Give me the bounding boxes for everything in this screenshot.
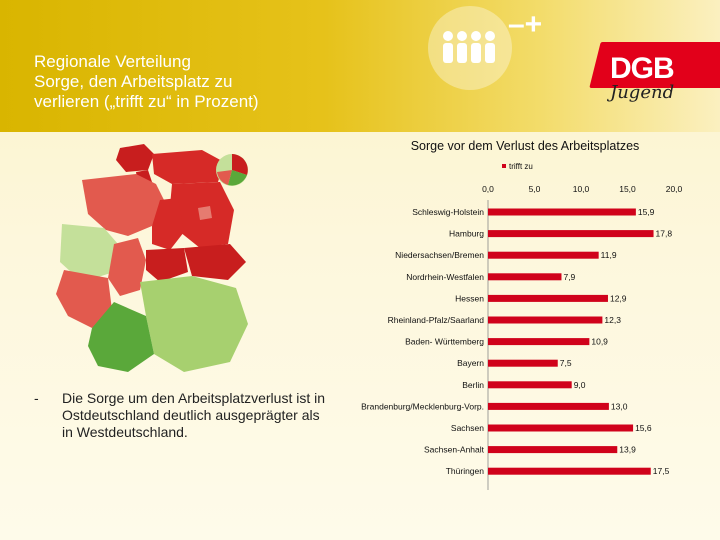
bar bbox=[488, 208, 636, 216]
title-line-1: Regionale Verteilung bbox=[34, 52, 191, 71]
map-region-sachsen-anhalt bbox=[152, 198, 184, 250]
bar bbox=[488, 424, 634, 432]
data-label: 11,9 bbox=[601, 250, 617, 260]
legend-label: trifft zu bbox=[509, 162, 533, 171]
data-label: 7,5 bbox=[560, 358, 572, 368]
data-label: 12,9 bbox=[610, 293, 627, 303]
map-region-bayern bbox=[140, 276, 248, 372]
brand-subtitle: Jugend bbox=[610, 82, 675, 103]
map-region-baden-wuerttemberg bbox=[88, 302, 154, 372]
x-tick-label: 20,0 bbox=[666, 184, 683, 194]
category-label: Rheinland-Pfalz/Saarland bbox=[388, 315, 485, 325]
category-label: Schleswig-Holstein bbox=[412, 207, 484, 217]
title-line-2: Sorge, den Arbeitsplatz zu bbox=[34, 72, 233, 91]
x-tick-label: 5,0 bbox=[529, 184, 541, 194]
minus-plus-icon: –+ bbox=[508, 8, 543, 41]
bar bbox=[488, 402, 609, 410]
chart-title: Sorge vor dem Verlust des Arbeitsplatzes bbox=[411, 139, 640, 153]
brand-logo: DGB bbox=[610, 52, 675, 85]
data-label: 13,9 bbox=[619, 445, 636, 455]
map-pie-icon bbox=[216, 154, 248, 186]
category-label: Sachsen-Anhalt bbox=[424, 445, 485, 455]
slide-title: Regionale Verteilung Sorge, den Arbeitsp… bbox=[34, 52, 394, 112]
category-label: Niedersachsen/Bremen bbox=[395, 250, 484, 260]
bar bbox=[488, 316, 603, 324]
x-tick-label: 10,0 bbox=[573, 184, 590, 194]
map-region-schleswig-holstein bbox=[116, 144, 154, 172]
map-region-sachsen bbox=[184, 244, 246, 280]
category-label: Hamburg bbox=[449, 229, 484, 239]
map-region-thueringen bbox=[146, 248, 188, 282]
title-line-3: verlieren („trifft zu“ in Prozent) bbox=[34, 92, 259, 111]
logo-area: –+ DGB Jugend bbox=[420, 0, 720, 132]
map-region-rheinland-pfalz bbox=[56, 270, 112, 328]
bar bbox=[488, 359, 558, 367]
bar bbox=[488, 294, 608, 302]
data-label: 13,0 bbox=[611, 401, 628, 411]
x-tick-label: 0,0 bbox=[482, 184, 494, 194]
bar bbox=[488, 251, 599, 259]
bar bbox=[488, 338, 590, 346]
category-label: Baden- Württemberg bbox=[405, 337, 484, 347]
map-region-hessen bbox=[108, 238, 146, 296]
bar bbox=[488, 230, 654, 238]
bullet-dash: - bbox=[34, 390, 39, 406]
category-label: Hessen bbox=[455, 293, 484, 303]
data-label: 12,3 bbox=[604, 315, 621, 325]
data-label: 7,9 bbox=[563, 272, 575, 282]
category-label: Thüringen bbox=[446, 466, 485, 476]
map-region-berlin bbox=[198, 206, 212, 220]
map-region-niedersachsen bbox=[82, 174, 164, 236]
legend-swatch bbox=[502, 164, 506, 168]
map-region-mecklenburg bbox=[152, 150, 224, 184]
people-icon bbox=[428, 6, 512, 90]
map-region-nrw bbox=[60, 224, 118, 282]
bar bbox=[488, 273, 562, 281]
data-label: 9,0 bbox=[574, 380, 586, 390]
category-label: Bayern bbox=[457, 358, 484, 368]
data-label: 15,9 bbox=[638, 207, 655, 217]
germany-map bbox=[52, 140, 282, 385]
category-label: Sachsen bbox=[451, 423, 484, 433]
data-label: 17,8 bbox=[656, 229, 673, 239]
bullet-text: Die Sorge um den Arbeitsplatzverlust ist… bbox=[62, 390, 326, 440]
category-label: Brandenburg/Mecklenburg-Vorp. bbox=[361, 401, 484, 411]
category-label: Berlin bbox=[462, 380, 484, 390]
data-label: 15,6 bbox=[635, 423, 652, 433]
bar bbox=[488, 381, 572, 389]
x-tick-label: 15,0 bbox=[619, 184, 636, 194]
bar bbox=[488, 467, 651, 475]
data-label: 17,5 bbox=[653, 466, 670, 476]
data-label: 10,9 bbox=[591, 337, 608, 347]
category-label: Nordrhein-Westfalen bbox=[406, 272, 484, 282]
bar bbox=[488, 446, 618, 454]
bar-chart: Sorge vor dem Verlust des Arbeitsplatzes… bbox=[361, 139, 683, 490]
